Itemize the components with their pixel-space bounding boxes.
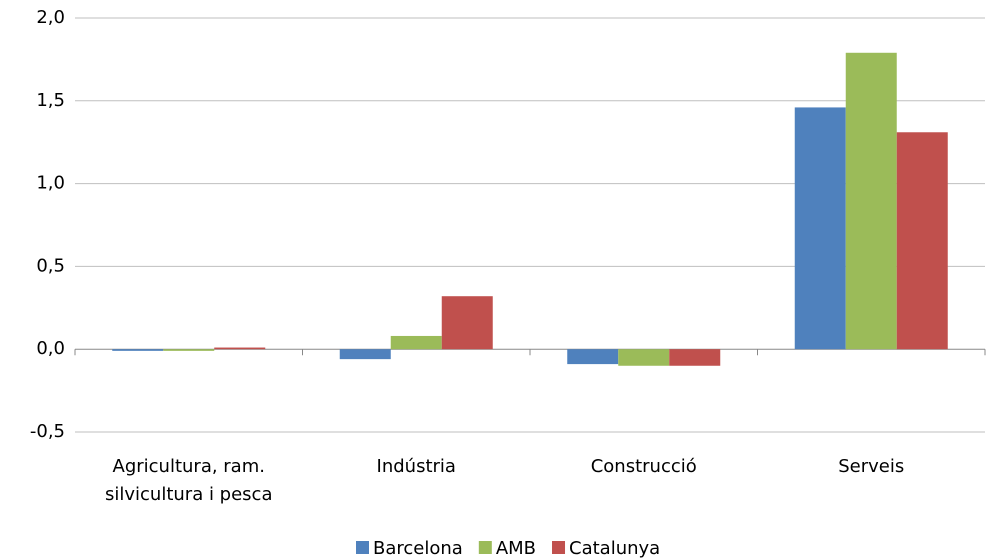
bar: [441, 296, 493, 350]
x-tick-label: Indústria: [376, 456, 456, 477]
y-tick-label: 2,0: [36, 7, 65, 28]
legend-swatch: [552, 541, 566, 554]
legend-label: Catalunya: [569, 538, 660, 559]
legend-label: Barcelona: [373, 538, 463, 559]
bar: [163, 349, 215, 351]
x-tick-label: Construcció: [590, 456, 697, 477]
y-tick-label: 1,5: [36, 90, 65, 111]
bar: [214, 347, 266, 350]
bar: [618, 349, 670, 366]
y-tick-label: 0,5: [36, 255, 65, 276]
y-tick-label: 1,0: [36, 173, 65, 194]
bar: [339, 349, 391, 360]
x-tick-label: Serveis: [838, 456, 905, 477]
legend-swatch: [478, 541, 492, 554]
bar: [567, 349, 619, 365]
y-tick-label: -0,5: [30, 421, 65, 442]
bar: [794, 107, 846, 350]
bar: [669, 349, 721, 366]
legend-swatch: [356, 541, 369, 554]
y-tick-label: 0,0: [36, 338, 65, 359]
legend-label: AMB: [496, 538, 536, 559]
bar: [390, 335, 442, 350]
bar: [112, 349, 164, 351]
bar: [845, 52, 897, 350]
x-tick-label: Agricultura, ram. silvicultura i pesca: [105, 456, 273, 505]
bar: [896, 132, 948, 350]
